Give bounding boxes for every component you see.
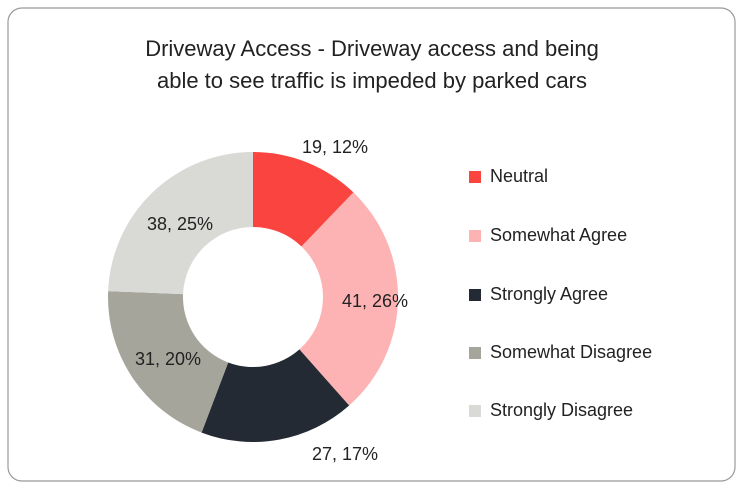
legend-label: Somewhat Disagree	[490, 342, 652, 362]
donut-slice	[299, 192, 398, 406]
donut-slice	[108, 291, 229, 433]
legend-label: Neutral	[490, 166, 548, 186]
donut-slice	[253, 152, 354, 247]
chart-title: Driveway Access - Driveway access and be…	[145, 36, 599, 61]
legend-swatch	[469, 230, 481, 242]
legend-label: Somewhat Agree	[490, 225, 627, 245]
legend-swatch	[469, 289, 481, 301]
data-label: 19, 12%	[302, 137, 368, 157]
donut-slice	[108, 152, 254, 295]
data-label: 41, 26%	[342, 291, 408, 311]
legend-swatch	[469, 171, 481, 183]
legend-swatch	[469, 347, 481, 359]
legend-swatch	[469, 405, 481, 417]
data-label: 27, 17%	[312, 444, 378, 464]
donut-slice	[201, 349, 350, 443]
legend-label: Strongly Agree	[490, 284, 608, 304]
data-label: 38, 25%	[147, 214, 213, 234]
data-label: 31, 20%	[135, 349, 201, 369]
chart-title: able to see traffic is impeded by parked…	[157, 68, 587, 93]
legend-label: Strongly Disagree	[490, 400, 633, 420]
